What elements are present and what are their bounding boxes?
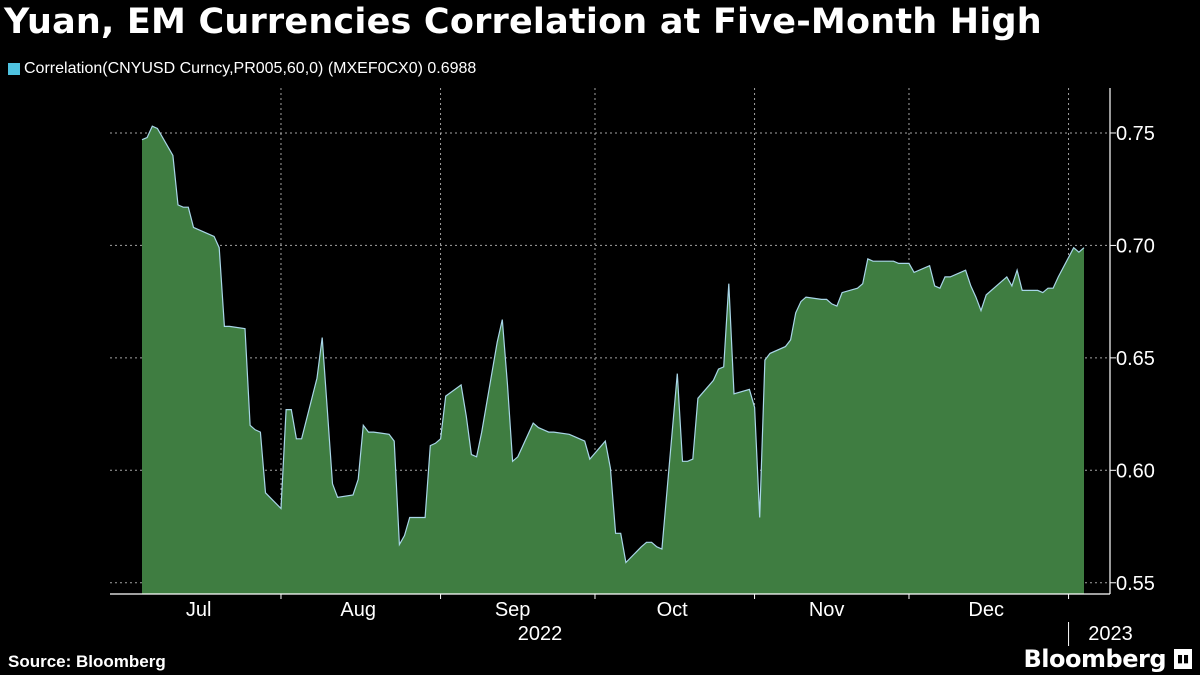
x-tick-label: Nov — [809, 599, 845, 621]
legend-swatch — [8, 63, 20, 75]
x-tick-label: Jul — [186, 599, 212, 621]
y-tick-label: 0.65 — [1116, 348, 1155, 370]
source-note: Source: Bloomberg — [8, 652, 166, 671]
series-area — [142, 126, 1084, 594]
y-tick-label: 0.55 — [1116, 573, 1155, 595]
year-label: 2022 — [518, 623, 563, 645]
legend: Correlation(CNYUSD Curncy,PR005,60,0) (M… — [8, 60, 476, 78]
year-label: 2023 — [1088, 623, 1133, 645]
brand-name: Bloomberg — [1023, 645, 1167, 673]
bloomberg-mark-icon: ▮▮ — [1174, 649, 1192, 669]
x-tick-label: Oct — [657, 599, 689, 621]
y-tick-label: 0.60 — [1116, 460, 1155, 482]
chart-title: Yuan, EM Currencies Correlation at Five-… — [4, 2, 1042, 42]
legend-label: Correlation(CNYUSD Curncy,PR005,60,0) (M… — [24, 60, 477, 77]
x-tick-label: Aug — [340, 599, 376, 621]
series-line — [141, 125, 1085, 564]
y-tick-label: 0.75 — [1116, 123, 1155, 145]
y-tick-label: 0.70 — [1116, 235, 1155, 257]
x-tick-label: Dec — [968, 599, 1004, 621]
bloomberg-logo: Bloomberg ▮▮ — [1024, 645, 1192, 673]
x-tick-label: Sep — [495, 599, 531, 621]
